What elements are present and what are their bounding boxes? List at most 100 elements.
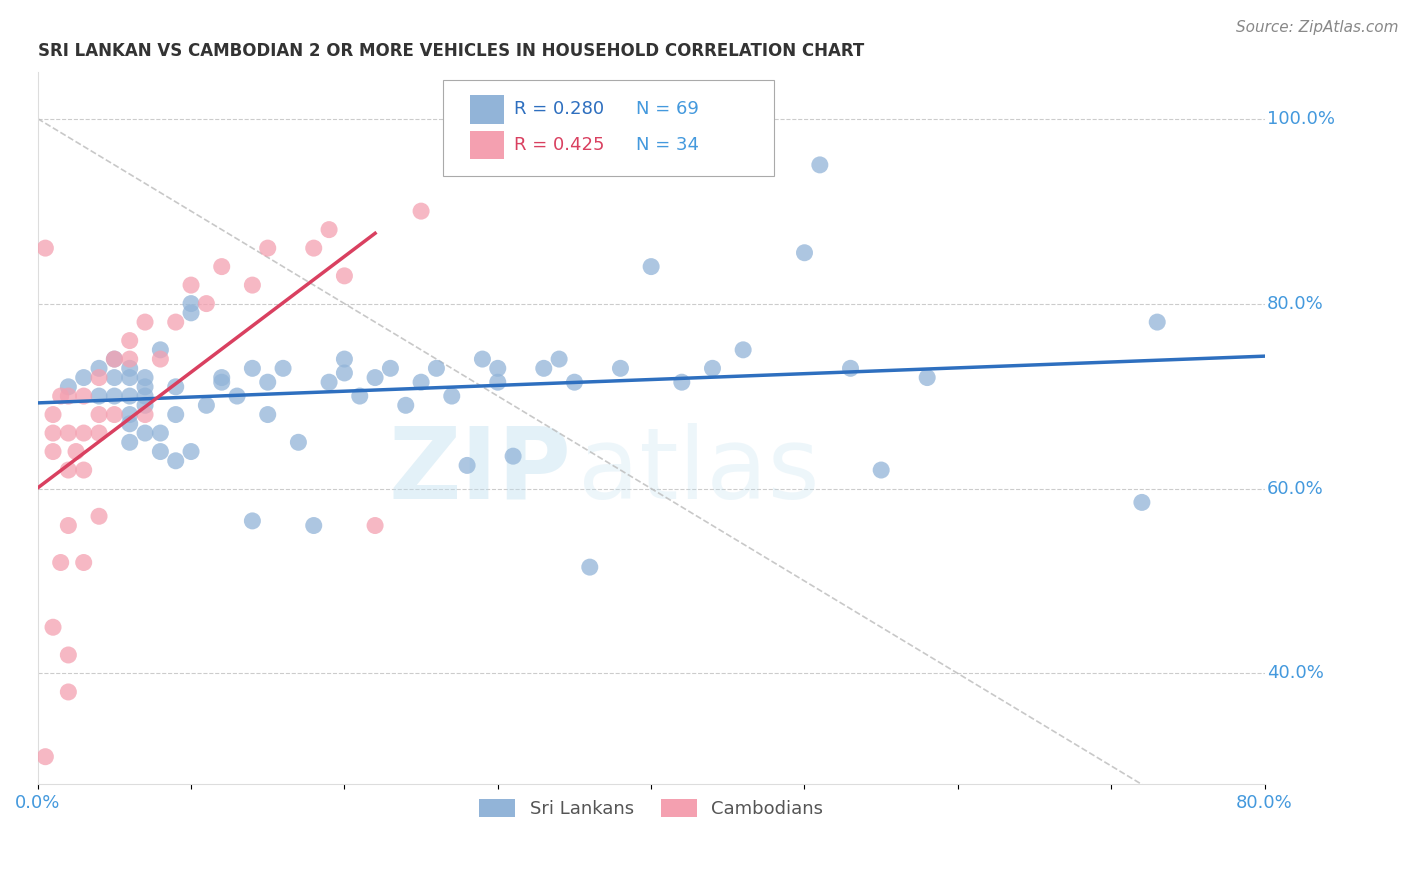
FancyBboxPatch shape — [470, 131, 503, 160]
Point — [793, 245, 815, 260]
Point — [103, 352, 125, 367]
Point — [49, 389, 72, 403]
FancyBboxPatch shape — [443, 79, 773, 176]
Point — [486, 375, 509, 389]
Point — [564, 375, 586, 389]
Point — [73, 425, 96, 440]
Point — [195, 296, 218, 310]
Point — [73, 463, 96, 477]
Point — [548, 352, 571, 367]
Point — [58, 425, 80, 440]
Point — [134, 398, 156, 412]
Point — [364, 370, 387, 384]
Point — [425, 361, 447, 376]
Point — [333, 268, 356, 283]
Point — [256, 375, 278, 389]
Point — [103, 370, 125, 384]
Text: R = 0.280: R = 0.280 — [513, 101, 603, 119]
Point — [34, 241, 56, 255]
Point — [49, 556, 72, 570]
Point — [640, 260, 662, 274]
Point — [165, 380, 187, 394]
Point — [58, 389, 80, 403]
Point — [733, 343, 755, 357]
Point — [302, 518, 325, 533]
Point — [118, 417, 141, 431]
Point — [65, 444, 87, 458]
Point — [242, 361, 264, 376]
Point — [87, 509, 110, 524]
Text: atlas: atlas — [578, 423, 820, 520]
Point — [533, 361, 555, 376]
Point — [502, 449, 524, 463]
Point — [165, 315, 187, 329]
Point — [87, 408, 110, 422]
Point — [58, 685, 80, 699]
Point — [134, 315, 156, 329]
Point — [242, 514, 264, 528]
Point — [42, 444, 65, 458]
Point — [42, 620, 65, 634]
Point — [149, 343, 172, 357]
Text: 80.0%: 80.0% — [1267, 294, 1324, 312]
Point — [134, 425, 156, 440]
Text: 40.0%: 40.0% — [1267, 665, 1324, 682]
Point — [440, 389, 463, 403]
Point — [103, 408, 125, 422]
Point — [180, 278, 202, 293]
Point — [118, 435, 141, 450]
Point — [58, 380, 80, 394]
Point — [34, 749, 56, 764]
Point — [134, 389, 156, 403]
Point — [486, 361, 509, 376]
Point — [73, 556, 96, 570]
Point — [165, 408, 187, 422]
Point — [118, 408, 141, 422]
Point — [58, 463, 80, 477]
Point — [87, 361, 110, 376]
Point — [118, 334, 141, 348]
Point — [180, 296, 202, 310]
Point — [702, 361, 724, 376]
Point — [211, 375, 233, 389]
Point — [318, 222, 340, 236]
Point — [149, 352, 172, 367]
Point — [1130, 495, 1153, 509]
Point — [671, 375, 693, 389]
Point — [287, 435, 309, 450]
Point — [134, 408, 156, 422]
Point — [58, 648, 80, 662]
Point — [118, 389, 141, 403]
Point — [318, 375, 340, 389]
Point — [87, 370, 110, 384]
Point — [226, 389, 249, 403]
Point — [180, 444, 202, 458]
Point — [58, 518, 80, 533]
Point — [118, 370, 141, 384]
Point — [103, 389, 125, 403]
Point — [73, 389, 96, 403]
Point — [87, 425, 110, 440]
Point — [395, 398, 418, 412]
Point — [87, 389, 110, 403]
Point — [839, 361, 862, 376]
Point — [609, 361, 631, 376]
Text: ZIP: ZIP — [388, 423, 571, 520]
Text: R = 0.425: R = 0.425 — [513, 136, 605, 154]
Point — [333, 352, 356, 367]
Point — [409, 375, 432, 389]
Point — [256, 241, 278, 255]
Text: N = 69: N = 69 — [637, 101, 699, 119]
Point — [42, 408, 65, 422]
Point — [349, 389, 371, 403]
Point — [302, 241, 325, 255]
Point — [578, 560, 600, 574]
Point — [380, 361, 402, 376]
FancyBboxPatch shape — [470, 95, 503, 124]
Point — [42, 425, 65, 440]
Point — [271, 361, 294, 376]
Point — [471, 352, 494, 367]
Text: N = 34: N = 34 — [637, 136, 699, 154]
Legend: Sri Lankans, Cambodians: Sri Lankans, Cambodians — [472, 791, 831, 825]
Point — [103, 352, 125, 367]
